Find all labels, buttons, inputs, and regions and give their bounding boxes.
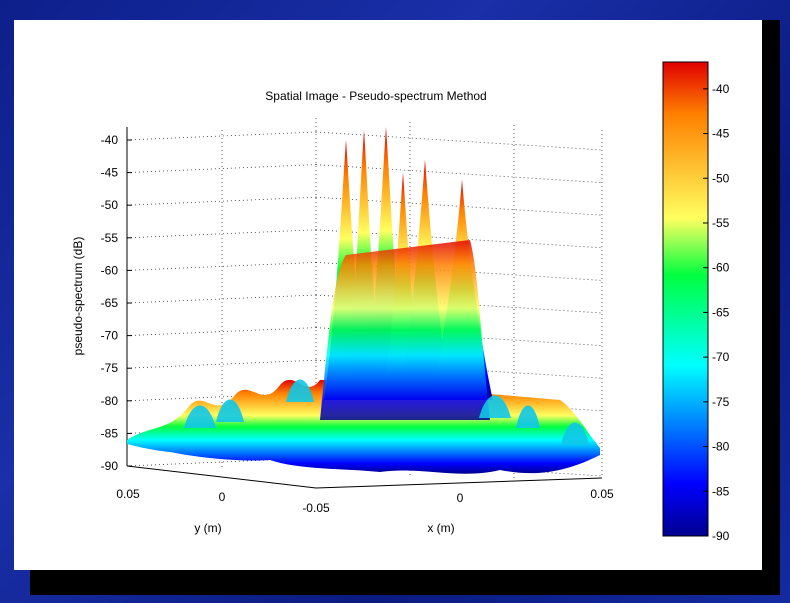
z-tick-label-2: -50 [101, 198, 119, 212]
grid-line-left-3 [126, 229, 317, 239]
colorbar-tick-label-7: -75 [712, 395, 730, 409]
figure-shadow-bottom [30, 570, 780, 595]
grid-line-left-0 [126, 131, 317, 141]
surface-mesh [127, 126, 600, 474]
x-tick-label-2: 0.05 [590, 487, 614, 501]
colorbar-tick-label-6: -70 [712, 350, 730, 364]
surface-ripple-6 [561, 422, 589, 445]
z-axis-ticks: -40 -45 -50 -55 -60 -65 -70 -75 -80 -85 -90 [101, 133, 132, 473]
z-tick-label-6: -70 [101, 329, 119, 343]
colorbar-tick-label-2: -50 [712, 171, 730, 185]
z-tick-label-4: -60 [101, 263, 119, 277]
z-tick-label-9: -85 [101, 426, 119, 440]
surface-ripple-3 [286, 379, 314, 402]
y-tick-label-2: -0.05 [302, 501, 330, 515]
z-tick-label-3: -55 [101, 231, 119, 245]
x-tick-label-1: 0 [457, 491, 464, 505]
grid-line-right-0 [315, 131, 603, 151]
surface-ripple-2 [216, 399, 244, 422]
floor-edge-left [126, 465, 317, 489]
colorbar-tick-label-3: -55 [712, 216, 730, 230]
z-tick-label-8: -80 [101, 394, 119, 408]
grid-line-left-4 [126, 262, 317, 271]
surface-central-plateau [320, 240, 490, 420]
y-tick-label-0: 0.05 [116, 487, 140, 501]
colorbar-tick-label-4: -60 [712, 261, 730, 275]
colorbar-tick-label-5: -65 [712, 305, 730, 319]
surface-ripple-4 [479, 395, 511, 418]
chart-title: Spatial Image - Pseudo-spectrum Method [265, 89, 486, 103]
surface-ripple-5 [516, 405, 540, 428]
z-tick-label-10: -90 [101, 459, 119, 473]
figure-shadow-right [762, 20, 780, 595]
grid-line-left-5 [126, 294, 317, 304]
y-axis-label: y (m) [194, 521, 221, 535]
grid-line-right-1 [315, 164, 603, 183]
z-tick-label-0: -40 [101, 133, 119, 147]
colorbar-tick-label-1: -45 [712, 127, 730, 141]
grid-line-left-2 [126, 196, 317, 206]
z-tick-label-5: -65 [101, 296, 119, 310]
surface-ripple-1 [184, 405, 216, 428]
z-tick-label-1: -45 [101, 166, 119, 180]
colorbar-tick-label-0: -40 [712, 82, 730, 96]
x-tick-label-0: -0.05 [302, 501, 330, 515]
colorbar-tick-label-8: -80 [712, 440, 730, 454]
x-axis-label: x (m) [427, 521, 454, 535]
y-tick-label-1: 0 [219, 490, 226, 504]
colorbar [662, 61, 709, 537]
floor-edge-right [315, 477, 603, 489]
colorbar-ticks: -40 -45 -50 -55 -60 -65 -70 -75 -80 -85 -90 [703, 82, 730, 543]
colorbar-tick-label-10: -90 [712, 529, 730, 543]
grid-line-left-6 [126, 327, 317, 336]
z-tick-label-7: -75 [101, 361, 119, 375]
grid-line-left-1 [126, 164, 317, 173]
colorbar-tick-label-9: -85 [712, 484, 730, 498]
grid-line-left-7 [126, 359, 317, 369]
z-axis-label: pseudo-spectrum (dB) [71, 237, 85, 356]
